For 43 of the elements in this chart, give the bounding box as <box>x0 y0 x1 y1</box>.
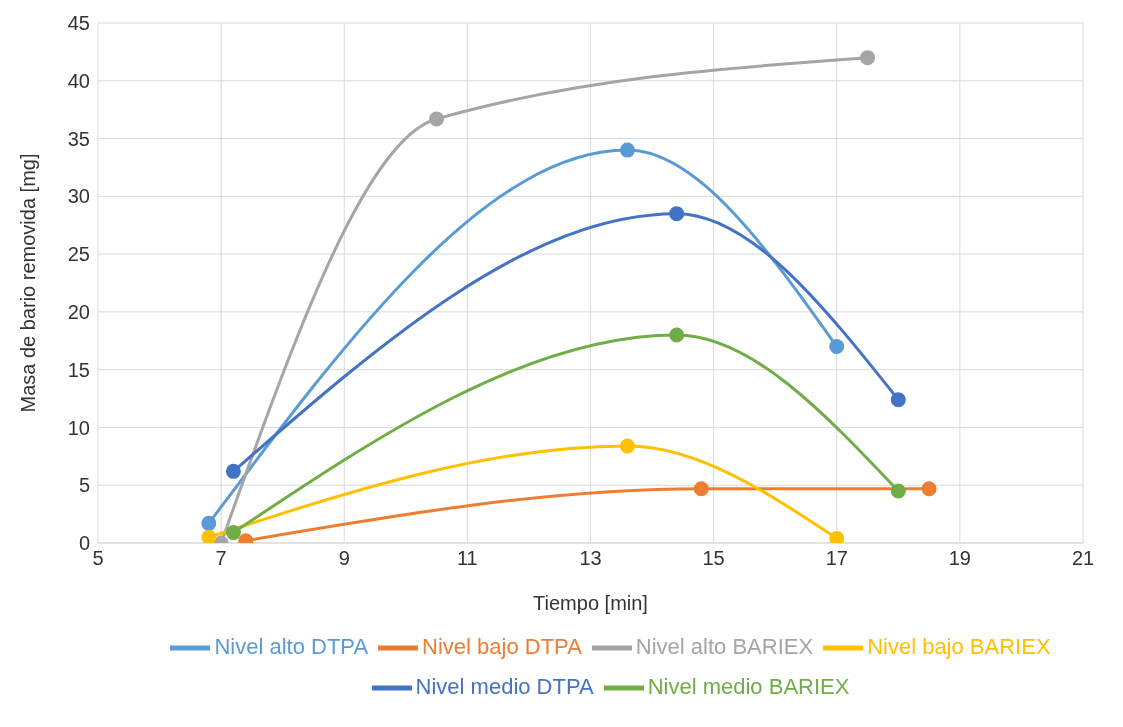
point <box>225 525 241 541</box>
point <box>921 481 937 497</box>
y-tick-label: 25 <box>67 243 90 266</box>
point <box>201 529 217 543</box>
point <box>669 206 685 222</box>
x-tick-label: 15 <box>702 547 725 570</box>
x-tick-label: 21 <box>1071 547 1095 570</box>
y-tick-label: 20 <box>67 300 90 323</box>
x-axis-title: Tiempo [min] <box>533 592 648 614</box>
legend-label: Nivel alto DTPA <box>214 633 369 659</box>
legend-label: Nivel medio DTPA <box>415 673 594 699</box>
x-tick-label: 9 <box>338 547 350 570</box>
x-tick-label: 13 <box>579 547 602 570</box>
legend-label: Nivel bajo BARIEX <box>867 633 1051 659</box>
x-tick-label: 19 <box>948 547 971 570</box>
legend-label: Nivel alto BARIEX <box>635 633 814 659</box>
y-tick-label: 15 <box>67 358 90 381</box>
y-tick-label: 0 <box>78 532 90 555</box>
x-tick-label: 17 <box>825 547 848 570</box>
y-tick-label: 35 <box>67 127 90 150</box>
legend-label: Nivel medio BARIEX <box>647 673 850 699</box>
y-tick-label: 5 <box>78 474 90 497</box>
y-tick-label: 30 <box>67 185 90 208</box>
point <box>829 530 845 543</box>
legend-label: Nivel bajo DTPA <box>422 633 582 659</box>
point <box>890 392 906 408</box>
x-tick-label: 5 <box>92 547 104 570</box>
y-tick-label: 40 <box>67 69 90 92</box>
x-tick-label: 11 <box>456 547 478 570</box>
point <box>619 142 635 158</box>
y-tick-label: 10 <box>67 416 90 439</box>
point <box>829 339 845 355</box>
point <box>669 327 685 343</box>
y-tick-label: 45 <box>67 12 90 35</box>
point <box>429 111 445 127</box>
point <box>860 50 876 66</box>
point <box>890 483 906 499</box>
point <box>201 515 217 531</box>
y-axis-title: Masa de bario removida [mg] <box>17 153 40 413</box>
point <box>619 438 635 454</box>
x-tick-label: 7 <box>215 547 227 570</box>
point <box>693 481 709 497</box>
point <box>225 463 241 479</box>
